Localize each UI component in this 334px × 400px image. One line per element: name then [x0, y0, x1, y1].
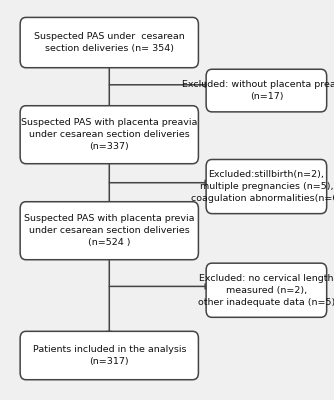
FancyBboxPatch shape [206, 160, 327, 214]
Text: Suspected PAS with placenta previa
under cesarean section deliveries
(n=524 ): Suspected PAS with placenta previa under… [24, 214, 194, 247]
FancyBboxPatch shape [20, 106, 198, 164]
Text: Excluded: no cervical length
measured (n=2),
other inadequate data (n=5): Excluded: no cervical length measured (n… [198, 274, 334, 307]
FancyBboxPatch shape [20, 202, 198, 260]
FancyBboxPatch shape [20, 18, 198, 68]
Text: Suspected PAS with placenta preavia
under cesarean section deliveries
(n=337): Suspected PAS with placenta preavia unde… [21, 118, 197, 151]
FancyBboxPatch shape [20, 331, 198, 380]
Text: Suspected PAS under  cesarean
section deliveries (n= 354): Suspected PAS under cesarean section del… [34, 32, 185, 53]
Text: Excluded:stillbirth(n=2),
multiple pregnancies (n=5),
coagulation abnormalities(: Excluded:stillbirth(n=2), multiple pregn… [191, 170, 334, 203]
FancyBboxPatch shape [206, 69, 327, 112]
FancyBboxPatch shape [206, 263, 327, 317]
Text: Excluded: without placenta preavia
(n=17): Excluded: without placenta preavia (n=17… [182, 80, 334, 101]
Text: Patients included in the analysis
(n=317): Patients included in the analysis (n=317… [32, 345, 186, 366]
